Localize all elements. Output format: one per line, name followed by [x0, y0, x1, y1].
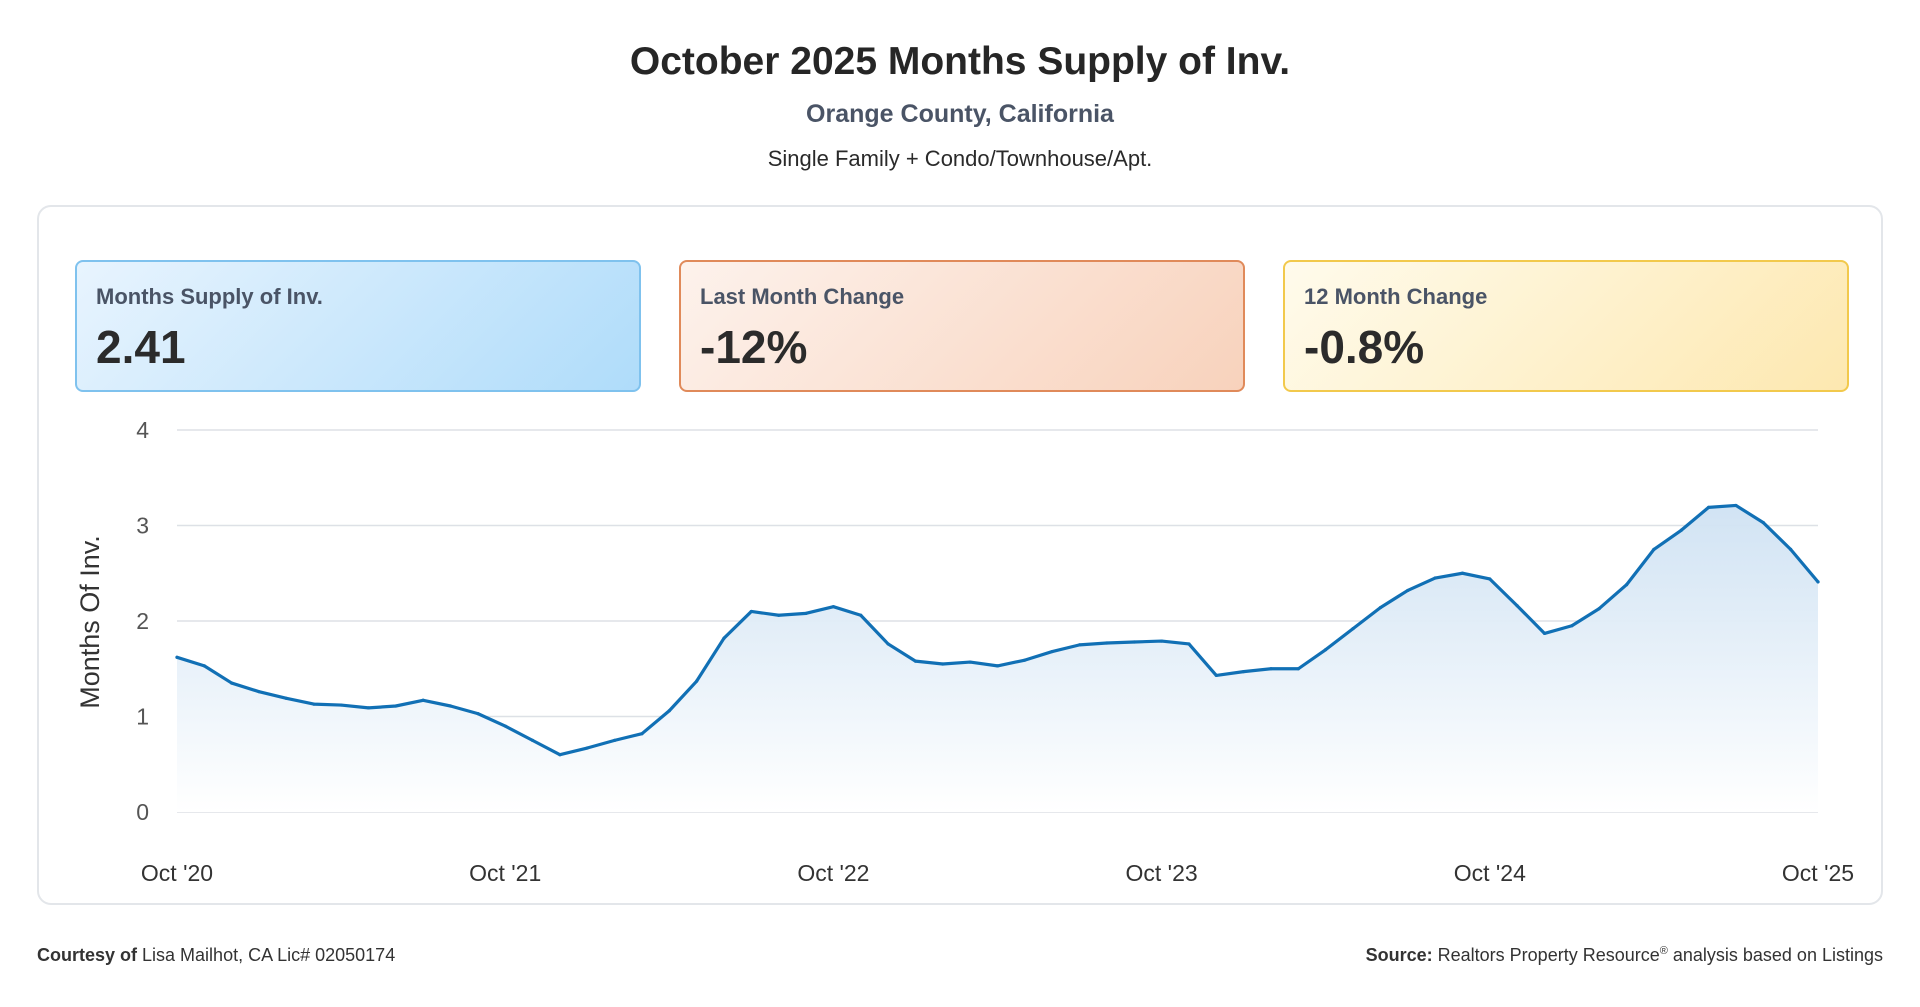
- data-point: [421, 698, 425, 702]
- data-point: [1105, 641, 1109, 645]
- data-point: [1077, 643, 1082, 647]
- data-point: [1597, 606, 1601, 611]
- data-point: [230, 681, 234, 685]
- data-point: [1542, 631, 1547, 636]
- stat-value: 2.41: [96, 321, 186, 373]
- courtesy-label: Courtesy of: [37, 945, 138, 965]
- data-point: [202, 664, 206, 668]
- data-point: [1406, 588, 1410, 593]
- stat-card-12-month-change: 12 Month Change -0.8%: [1283, 260, 1849, 392]
- data-point: [1214, 673, 1218, 678]
- x-tick-label: Oct '24: [1454, 860, 1526, 886]
- data-point: [476, 712, 480, 716]
- y-tick-label: 1: [136, 704, 149, 730]
- data-point: [175, 655, 179, 659]
- data-point: [1023, 658, 1027, 662]
- data-point: [667, 709, 671, 713]
- data-point: [1378, 606, 1382, 610]
- data-point: [1269, 667, 1273, 671]
- source-suffix: analysis based on Listings: [1672, 945, 1883, 965]
- data-point: [1515, 604, 1519, 608]
- data-point: [585, 746, 589, 750]
- data-point: [613, 738, 617, 742]
- data-point: [1707, 505, 1711, 509]
- data-point: [1433, 576, 1437, 580]
- data-point: [1160, 639, 1164, 643]
- data-point: [941, 662, 945, 666]
- data-point: [1570, 624, 1574, 628]
- y-axis-label: Months Of Inv.: [75, 535, 105, 709]
- courtesy-note: Courtesy of Lisa Mailhot, CA Lic# 020501…: [37, 945, 395, 966]
- source-text: Realtors Property Resource: [1437, 945, 1660, 965]
- data-point: [1761, 521, 1765, 525]
- y-tick-label: 2: [136, 608, 149, 634]
- source-note: Source: Realtors Property Resource® anal…: [1366, 945, 1883, 966]
- data-point: [312, 702, 316, 706]
- x-tick-label: Oct '23: [1126, 860, 1198, 886]
- data-point: [366, 706, 371, 710]
- stat-label: Months Supply of Inv.: [96, 284, 323, 309]
- data-point: [831, 605, 836, 609]
- data-point: [530, 738, 535, 742]
- data-point: [1242, 670, 1246, 674]
- x-tick-label: Oct '21: [469, 860, 541, 886]
- stat-value: -12%: [700, 321, 808, 373]
- stat-card-last-month-change: Last Month Change -12%: [679, 260, 1245, 392]
- x-tick-label: Oct '25: [1782, 860, 1854, 886]
- data-point: [339, 703, 343, 707]
- data-point: [1296, 667, 1300, 671]
- data-point: [1816, 580, 1820, 584]
- data-point: [640, 732, 644, 736]
- data-point: [503, 724, 507, 728]
- stat-label: Last Month Change: [700, 284, 905, 309]
- stat-value: -0.8%: [1304, 321, 1425, 373]
- data-point: [1351, 627, 1355, 631]
- data-point: [1132, 640, 1136, 644]
- registered-mark: ®: [1659, 945, 1668, 957]
- x-tick-label: Oct '20: [141, 860, 213, 886]
- series-area: [177, 505, 1818, 812]
- data-point: [722, 636, 726, 640]
- data-point: [1324, 648, 1328, 652]
- data-point: [1734, 503, 1738, 508]
- data-point: [1624, 583, 1629, 587]
- data-point: [284, 696, 288, 700]
- data-point: [968, 660, 972, 664]
- data-point: [1679, 528, 1683, 532]
- data-point: [913, 659, 918, 663]
- data-point: [749, 609, 753, 614]
- property-type-subtitle: Single Family + Condo/Townhouse/Apt.: [767, 146, 1153, 171]
- chart-panel: [37, 205, 1883, 905]
- data-point: [1187, 642, 1191, 646]
- stat-label: 12 Month Change: [1304, 284, 1488, 309]
- courtesy-text: Lisa Mailhot, CA Lic# 02050174: [142, 945, 396, 965]
- data-point: [558, 753, 562, 757]
- data-point: [1488, 577, 1492, 581]
- region-subtitle: Orange County, California: [806, 100, 1114, 128]
- data-point: [995, 664, 1000, 668]
- source-label: Source:: [1365, 945, 1433, 965]
- data-point: [448, 704, 453, 708]
- data-point: [777, 613, 781, 617]
- data-point: [695, 679, 699, 683]
- data-point: [886, 642, 890, 646]
- data-point: [1050, 649, 1054, 654]
- y-tick-label: 0: [136, 799, 149, 825]
- data-point: [1652, 547, 1656, 551]
- data-point: [859, 613, 863, 617]
- data-point: [1460, 571, 1465, 575]
- data-point: [394, 704, 398, 708]
- y-axis-ticks: 0 1 2 3 4: [136, 417, 149, 825]
- data-point: [257, 690, 261, 694]
- data-point: [804, 611, 808, 615]
- data-point: [1789, 547, 1793, 551]
- x-tick-label: Oct '22: [797, 860, 869, 886]
- series-points: [175, 503, 1820, 757]
- y-tick-label: 3: [136, 513, 149, 539]
- stat-card-months-supply: Months Supply of Inv. 2.41: [75, 260, 641, 392]
- y-tick-label: 4: [136, 417, 149, 443]
- x-axis-ticks: Oct '20 Oct '21 Oct '22 Oct '23 Oct '24 Oct '…: [141, 860, 1854, 886]
- chart-title: October 2025 Months Supply of Inv.: [629, 40, 1291, 83]
